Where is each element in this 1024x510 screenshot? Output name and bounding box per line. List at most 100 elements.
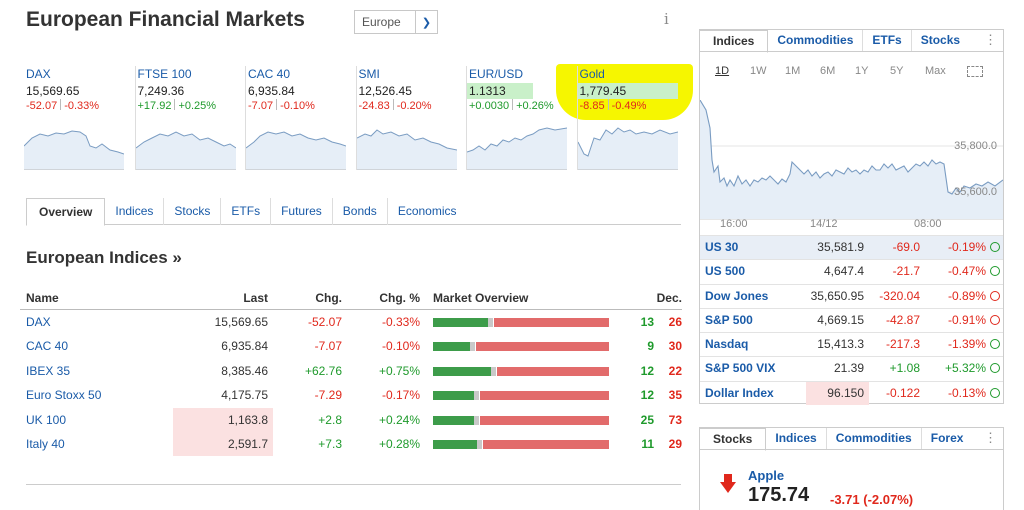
market-tile-change: -7.07 -0.10% — [246, 99, 351, 114]
market-tile-ftse-100[interactable]: FTSE 100 7,249.36 +17.92 +0.25% — [134, 66, 241, 170]
market-tile-price: 6,935.84 — [248, 84, 295, 98]
tab-stocks[interactable]: Stocks — [164, 198, 222, 225]
quote-row[interactable]: Nasdaq 15,413.3 -217.3 -1.39% — [700, 332, 1003, 356]
more-vertical-icon[interactable]: ⋮ — [984, 32, 997, 47]
period-6m[interactable]: 6M — [820, 65, 836, 77]
tab-economics[interactable]: Economics — [397, 204, 457, 218]
period-1y[interactable]: 1Y — [855, 65, 869, 77]
quote-name-link[interactable]: US 30 — [705, 240, 739, 254]
market-tile-change-value: -24.83 — [358, 100, 390, 112]
tab-etfs[interactable]: ETFs — [863, 30, 912, 51]
quote-name-link[interactable]: Nasdaq — [705, 337, 749, 352]
highlight-cell — [806, 381, 869, 405]
header-market-overview: Market Overview — [433, 291, 529, 305]
down-arrow-icon — [720, 474, 736, 493]
row-decliners: 22 — [668, 363, 682, 378]
region-select[interactable]: Europe ❯ — [354, 10, 438, 34]
market-tile-change-pct: +0.25% — [178, 100, 217, 112]
tab-indices[interactable]: Indices — [766, 428, 827, 449]
header-name: Name — [26, 291, 59, 305]
period-1m[interactable]: 1M — [785, 65, 801, 77]
market-tile-smi[interactable]: SMI 12,526.45 -24.83 -0.20% — [355, 66, 462, 170]
info-icon[interactable]: i — [664, 10, 669, 28]
clock-icon — [990, 242, 1000, 252]
unchanged-bar — [488, 318, 493, 327]
quote-row[interactable]: Dow Jones 35,650.95 -320.04 -0.89% — [700, 283, 1003, 308]
tab-bonds[interactable]: Bonds — [333, 198, 388, 225]
market-tile-change-pct: -0.10% — [280, 100, 315, 112]
tab-futures[interactable]: Futures — [271, 198, 333, 225]
period-max[interactable]: Max — [925, 65, 946, 77]
market-tile-name[interactable]: Gold — [579, 67, 605, 81]
tab-stocks[interactable]: Stocks — [920, 33, 961, 47]
quote-name-link[interactable]: Dollar Index — [705, 385, 774, 400]
tab-indices[interactable]: Indices — [700, 30, 769, 53]
quote-row[interactable]: US 30 35,581.9 -69.0 -0.19% — [700, 235, 1003, 260]
row-name-link[interactable]: IBEX 35 — [26, 363, 71, 378]
row-change-pct: -0.33% — [381, 315, 420, 329]
advancers-bar — [433, 439, 477, 449]
advancers-bar — [433, 366, 491, 376]
row-change-pct: +0.24% — [378, 412, 420, 427]
quote-change-pct: +5.32% — [944, 361, 986, 376]
quote-row[interactable]: Dollar Index 96.150 -0.122 -0.13% — [700, 380, 1003, 405]
expand-chart-icon[interactable] — [967, 66, 983, 77]
market-tile-name[interactable]: DAX — [26, 67, 51, 81]
quote-row[interactable]: S&P 500 VIX 21.39 +1.08 +5.32% — [700, 356, 1003, 380]
market-tile-name[interactable]: FTSE 100 — [137, 67, 192, 81]
tab-forex[interactable]: Forex — [930, 431, 964, 445]
period-1d[interactable]: 1D — [715, 65, 730, 77]
quote-row[interactable]: US 500 4,647.4 -21.7 -0.47% — [700, 259, 1003, 283]
period-1w[interactable]: 1W — [750, 65, 767, 77]
tab-overview[interactable]: Overview — [26, 198, 106, 226]
indices-panel-tabs: Indices Commodities ETFs Stocks ⋮ — [700, 30, 1003, 53]
tab-indices[interactable]: Indices — [105, 198, 165, 225]
clock-icon — [990, 290, 1000, 301]
tab-commodities[interactable]: Commodities — [827, 428, 922, 449]
market-tile-dax[interactable]: DAX 15,569.65 -52.07 -0.33% — [24, 66, 130, 170]
market-tile-price: 7,249.36 — [137, 84, 185, 98]
change-separator — [607, 99, 609, 110]
row-name-link[interactable]: Italy 40 — [26, 436, 65, 451]
tab-commodities[interactable]: Commodities — [768, 30, 864, 51]
market-tile-name[interactable]: CAC 40 — [248, 67, 291, 81]
row-advancers: 25 — [640, 412, 654, 427]
quote-last: 4,669.15 — [817, 312, 864, 327]
market-tile-gold[interactable]: Gold 1,779.45 -8.85 -0.49% — [576, 66, 683, 170]
tab-etfs[interactable]: ETFs — [221, 198, 272, 225]
chart-x-label-2: 14/12 — [810, 218, 838, 230]
advancers-bar — [433, 415, 474, 425]
advancers-bar — [433, 342, 470, 352]
quote-name-link[interactable]: S&P 500 — [705, 312, 753, 327]
row-advancers: 12 — [640, 363, 654, 378]
chevron-down-icon[interactable]: ❯ — [415, 11, 437, 33]
quote-row[interactable]: S&P 500 4,669.15 -42.87 -0.91% — [700, 307, 1003, 332]
row-change-pct: -0.17% — [381, 388, 420, 403]
section-title-european-indices[interactable]: European Indices » — [26, 248, 182, 267]
market-tile-name[interactable]: EUR/USD — [469, 67, 524, 81]
sparkline-area — [577, 128, 678, 170]
overview-tabs: Overview Indices Stocks ETFs Futures Bonds Eco… — [26, 197, 681, 226]
market-tile-name[interactable]: SMI — [358, 67, 380, 81]
change-separator — [392, 99, 394, 110]
more-vertical-icon[interactable]: ⋮ — [984, 430, 997, 445]
market-tile-change-value: -52.07 — [26, 100, 58, 112]
row-name-link[interactable]: UK 100 — [26, 412, 67, 427]
stock-name[interactable]: Apple — [748, 468, 785, 483]
quote-name-link[interactable]: US 500 — [705, 264, 746, 279]
quote-name-link[interactable]: S&P 500 VIX — [705, 361, 776, 376]
sparkline-line — [467, 127, 567, 153]
market-tile-cac-40[interactable]: CAC 40 6,935.84 -7.07 -0.10% — [245, 66, 351, 170]
quote-name-link[interactable]: Dow Jones — [705, 288, 769, 303]
row-name-link[interactable]: DAX — [26, 315, 51, 329]
clock-icon — [990, 266, 1000, 277]
indices-quote-table: US 30 35,581.9 -69.0 -0.19% US 500 4,647.4 -21… — [700, 235, 1003, 405]
sparkline-area — [356, 130, 457, 170]
period-5y[interactable]: 5Y — [890, 65, 904, 77]
market-tile-change-pct: -0.20% — [396, 100, 432, 112]
tab-stocks[interactable]: Stocks — [700, 428, 767, 451]
row-name-link[interactable]: Euro Stoxx 50 — [26, 388, 102, 403]
stocks-panel-tabs: Stocks Indices Commodities Forex ⋮ — [700, 428, 1003, 451]
market-tile-eur-usd[interactable]: EUR/USD 1.1313 +0.0030 +0.26% — [466, 66, 572, 170]
row-name-link[interactable]: CAC 40 — [26, 339, 69, 354]
